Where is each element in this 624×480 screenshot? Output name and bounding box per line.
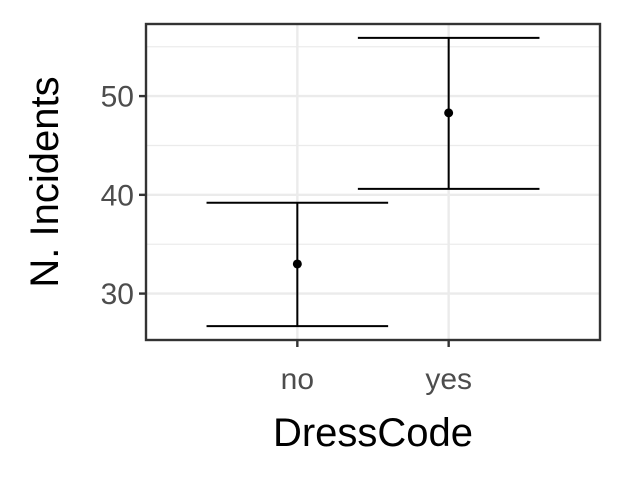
panel-border [144,22,602,342]
point-no [292,259,302,269]
grid-layer [146,24,600,340]
point-yes [444,108,454,118]
y-tick-label: 50 [101,81,134,114]
y-tick-label: 40 [101,179,134,212]
x-tick-label: yes [425,363,472,396]
x-axis-title: DressCode [273,411,473,455]
y-axis-title: N. Incidents [23,76,67,287]
x-tick-label: no [281,363,314,396]
marks-layer [206,36,540,328]
y-tick-label: 30 [101,278,134,311]
axis-layer: 30 40 50 no yes [101,81,472,396]
